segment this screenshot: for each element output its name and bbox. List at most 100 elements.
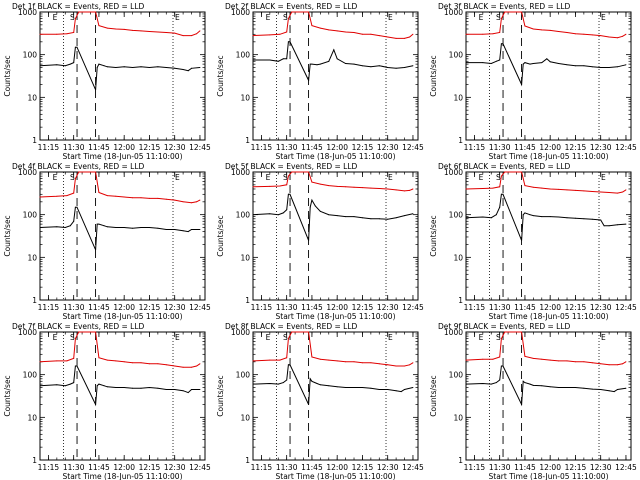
lld-data-point: [395, 365, 397, 367]
events-data-point: [549, 216, 551, 218]
events-data-point: [395, 67, 397, 69]
events-data-point: [378, 389, 380, 390]
events-data-point: [123, 387, 125, 388]
lld-data-point: [353, 186, 355, 188]
x-tick-label: 12:15: [139, 303, 161, 312]
y-tick-label: 100: [449, 51, 464, 60]
lld-data-point: [361, 187, 363, 189]
lld-data-point: [345, 186, 347, 188]
lld-data-point: [574, 361, 576, 363]
x-tick-label: 12:30: [590, 143, 612, 152]
events-series-line: [252, 364, 414, 405]
lld-data-point: [98, 357, 100, 359]
lld-data-point: [336, 360, 338, 362]
lld-data-point: [345, 31, 347, 33]
events-data-point: [96, 385, 98, 387]
events-data-point: [269, 213, 271, 215]
lld-data-point: [492, 358, 494, 360]
events-data-point: [345, 216, 347, 218]
lld-data-point: [74, 18, 76, 20]
x-axis-label: Start Time (18-Jun-05 11:10:00): [276, 472, 396, 480]
x-tick-label: 11:30: [489, 303, 511, 312]
marker-label-e-start: E: [266, 333, 271, 342]
lld-data-point: [625, 33, 627, 35]
lld-data-point: [319, 358, 321, 360]
events-data-point: [558, 63, 560, 64]
lld-data-point: [66, 195, 68, 197]
events-data-point: [115, 67, 117, 68]
events-data-point: [287, 41, 289, 43]
events-data-point: [103, 65, 105, 67]
lld-data-point: [287, 18, 289, 20]
x-tick-label: 11:45: [301, 143, 323, 152]
x-tick-label: 12:00: [539, 463, 561, 472]
events-data-point: [558, 387, 560, 388]
lld-data-point: [291, 171, 293, 173]
events-data-point: [370, 218, 372, 220]
events-data-point: [282, 212, 284, 214]
lld-data-point: [174, 32, 176, 34]
events-data-point: [404, 389, 405, 390]
lld-data-point: [269, 185, 271, 187]
events-data-point: [529, 383, 531, 385]
events-data-point: [482, 383, 484, 384]
lld-data-point: [157, 197, 159, 199]
y-tick-label: 100: [23, 371, 38, 380]
lld-data-point: [608, 364, 610, 366]
lld-data-point: [115, 360, 117, 362]
events-data-point: [187, 392, 189, 394]
events-data-point: [308, 79, 310, 81]
marker-label-e-start: E: [479, 173, 484, 182]
events-data-point: [521, 239, 523, 241]
lld-data-point: [115, 28, 117, 30]
lld-data-point: [74, 178, 76, 180]
x-tick-label: 11:30: [489, 143, 511, 152]
events-data-point: [387, 218, 389, 220]
events-data-point: [269, 383, 271, 384]
events-data-point: [69, 63, 71, 65]
events-data-point: [103, 385, 105, 387]
x-tick-label: 11:30: [276, 463, 298, 472]
events-data-point: [148, 387, 150, 388]
lld-data-point: [165, 364, 167, 366]
marker-label-e-end: E: [601, 13, 606, 22]
events-data-point: [64, 65, 66, 67]
events-data-point: [69, 225, 71, 227]
x-tick-label: 11:30: [63, 303, 85, 312]
events-data-point: [617, 389, 618, 390]
x-tick-label: 11:30: [63, 463, 85, 472]
events-data-point: [174, 229, 176, 230]
events-data-point: [591, 388, 593, 390]
x-tick-label: 12:45: [615, 143, 637, 152]
marker-label-s: S: [70, 13, 75, 22]
x-tick-label: 11:45: [88, 303, 110, 312]
events-data-point: [532, 384, 534, 386]
events-data-point: [148, 227, 150, 228]
plot-frame: [252, 11, 419, 141]
lld-data-point: [409, 189, 411, 191]
lld-data-point: [98, 25, 100, 27]
events-data-point: [524, 212, 526, 214]
lld-data-point: [291, 331, 293, 333]
events-data-point: [583, 387, 585, 389]
lld-data-point: [574, 189, 576, 191]
events-data-point: [370, 66, 372, 68]
lld-data-point: [279, 359, 281, 361]
lld-data-point: [509, 11, 511, 13]
lld-data-point: [328, 359, 330, 361]
panel-det-4: Det 4f BLACK = Events, RED = LLD 1 10 100 10…: [3, 162, 211, 321]
events-data-point: [345, 387, 347, 388]
lld-data-point: [353, 32, 355, 33]
lld-data-point: [182, 35, 184, 37]
y-tick-label: 1: [32, 296, 37, 305]
lld-data-point: [78, 11, 80, 13]
events-data-point: [370, 387, 372, 389]
lld-data-point: [378, 35, 380, 37]
events-data-point: [465, 217, 467, 219]
lld-data-point: [541, 358, 543, 360]
lld-data-point: [378, 363, 380, 365]
marker-label-s: S: [496, 13, 501, 22]
events-data-point: [73, 382, 75, 384]
y-tick-label: 100: [23, 211, 38, 220]
x-tick-label: 12:15: [139, 463, 161, 472]
